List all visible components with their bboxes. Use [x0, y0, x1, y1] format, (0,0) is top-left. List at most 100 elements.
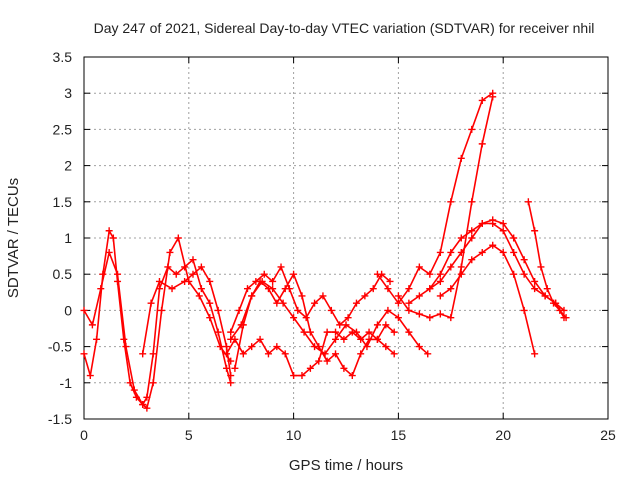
y-tick-label: 2.5 — [53, 121, 73, 137]
data-point — [394, 292, 402, 300]
series-line — [376, 92, 494, 304]
data-point — [384, 285, 392, 293]
data-point — [520, 306, 528, 314]
data-point — [189, 270, 197, 278]
series-track-12 — [436, 241, 539, 358]
data-point — [319, 292, 327, 300]
data-point — [489, 220, 497, 228]
data-point — [405, 285, 413, 293]
data-point — [531, 277, 539, 285]
data-point — [447, 248, 455, 256]
series-track-2 — [80, 234, 235, 412]
data-point — [311, 343, 319, 351]
data-point — [206, 314, 214, 322]
data-point — [426, 314, 434, 322]
series-line — [439, 244, 536, 355]
series-line — [397, 96, 494, 319]
data-point — [390, 328, 398, 336]
data-point — [447, 263, 455, 271]
data-point — [139, 401, 147, 409]
data-point — [269, 277, 277, 285]
data-point — [352, 299, 360, 307]
y-tick-label: 3 — [64, 85, 72, 101]
data-point — [405, 299, 413, 307]
ticks: 0 5 10 15 20 25 -1.5 -1 -0.5 0 0.5 1 1.5 2 2.5 3 3.5 — [48, 49, 616, 443]
data-point — [189, 256, 197, 264]
data-point — [524, 198, 532, 206]
data-point — [405, 306, 413, 314]
data-point — [264, 350, 272, 358]
data-point — [273, 343, 281, 351]
data-point — [88, 321, 96, 329]
data-point — [256, 335, 264, 343]
data-point — [298, 372, 306, 380]
data-point — [281, 285, 289, 293]
x-tick-label: 15 — [391, 427, 407, 443]
data-point — [197, 263, 205, 271]
data-point — [311, 299, 319, 307]
data-point — [80, 350, 88, 358]
data-point — [260, 270, 268, 278]
x-tick-label: 20 — [495, 427, 511, 443]
data-point — [149, 379, 157, 387]
data-point — [315, 357, 323, 365]
data-point — [269, 285, 277, 293]
data-point — [130, 386, 138, 394]
y-axis-label: SDTVAR / TECUs — [5, 178, 22, 298]
data-point — [306, 364, 314, 372]
data-point — [424, 350, 432, 358]
data-point — [382, 321, 390, 329]
data-point — [541, 292, 549, 300]
series-line — [229, 266, 391, 333]
data-point — [415, 343, 423, 351]
data-point — [105, 227, 113, 235]
data-point — [214, 306, 222, 314]
data-point — [394, 299, 402, 307]
data-point — [489, 93, 497, 101]
data-point — [537, 263, 545, 271]
data-point — [80, 306, 88, 314]
data-point — [306, 328, 314, 336]
y-tick-label: 0.5 — [53, 266, 73, 282]
data-point — [361, 292, 369, 300]
data-point — [405, 328, 413, 336]
y-tick-label: 3.5 — [53, 49, 73, 65]
data-point — [223, 350, 231, 358]
data-point — [277, 263, 285, 271]
data-point — [86, 372, 94, 380]
data-point — [478, 96, 486, 104]
data-point — [181, 277, 189, 285]
data-point — [336, 321, 344, 329]
data-point — [550, 299, 558, 307]
data-point — [279, 299, 287, 307]
data-point — [369, 285, 377, 293]
data-point — [468, 234, 476, 242]
series-track-10 — [405, 216, 568, 322]
series-track-13 — [524, 198, 570, 322]
data-point — [520, 270, 528, 278]
data-point — [340, 364, 348, 372]
data-point — [223, 343, 231, 351]
data-point — [562, 314, 570, 322]
series-track-3 — [139, 263, 235, 380]
data-point — [290, 270, 298, 278]
data-point — [348, 372, 356, 380]
series-track-8 — [373, 89, 497, 307]
data-point — [93, 335, 101, 343]
data-point — [105, 248, 113, 256]
data-point — [543, 285, 551, 293]
data-point — [415, 292, 423, 300]
data-point — [363, 343, 371, 351]
series-line — [229, 280, 429, 355]
data-point — [373, 270, 381, 278]
series-line — [408, 219, 565, 319]
chart-title: Day 247 of 2021, Sidereal Day-to-day VTE… — [94, 20, 595, 36]
data-point — [139, 350, 147, 358]
series-track-4 — [223, 328, 398, 380]
data-point — [468, 198, 476, 206]
data-point — [556, 306, 564, 314]
data-point — [206, 277, 214, 285]
data-point — [478, 220, 486, 228]
y-tick-label: -1 — [60, 375, 73, 391]
data-point — [436, 270, 444, 278]
